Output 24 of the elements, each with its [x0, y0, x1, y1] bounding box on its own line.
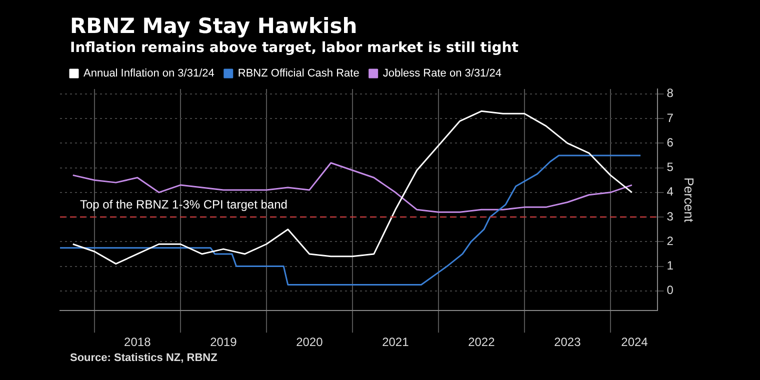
y-tick-label: 8 — [666, 86, 674, 100]
x-tick-label: 2022 — [468, 335, 496, 350]
chart-subtitle: Inflation remains above target, labor market is still tight — [70, 40, 518, 56]
y-tick-label: 0 — [666, 283, 674, 298]
legend-label: Jobless Rate on 3/31/24 — [382, 68, 502, 80]
x-tick-label: 2024 — [621, 335, 648, 350]
y-tick-label: 2 — [666, 234, 674, 248]
x-tick-label: 2023 — [554, 335, 582, 350]
x-tick-label: 2020 — [296, 335, 324, 350]
y-tick-label: 4 — [666, 184, 674, 199]
chart-title: RBNZ May Stay Hawkish — [70, 14, 358, 38]
x-tick-label: 2021 — [382, 335, 410, 350]
y-tick-label: 5 — [666, 160, 674, 174]
source-note: Source: Statistics NZ, RBNZ — [70, 352, 218, 364]
y-axis-title: Percent — [682, 177, 697, 223]
ref-line-label: Top of the RBNZ 1-3% CPI target band — [80, 197, 288, 212]
x-tick-label: 2018 — [124, 335, 152, 350]
legend-label: RBNZ Official Cash Rate — [238, 68, 360, 80]
legend-label: Annual Inflation on 3/31/24 — [84, 68, 214, 80]
x-tick-label: 2019 — [210, 335, 238, 350]
y-tick-label: 3 — [666, 209, 674, 224]
y-tick-label: 7 — [666, 110, 674, 125]
y-tick-label: 6 — [666, 135, 674, 150]
y-tick-label: 1 — [666, 258, 674, 273]
